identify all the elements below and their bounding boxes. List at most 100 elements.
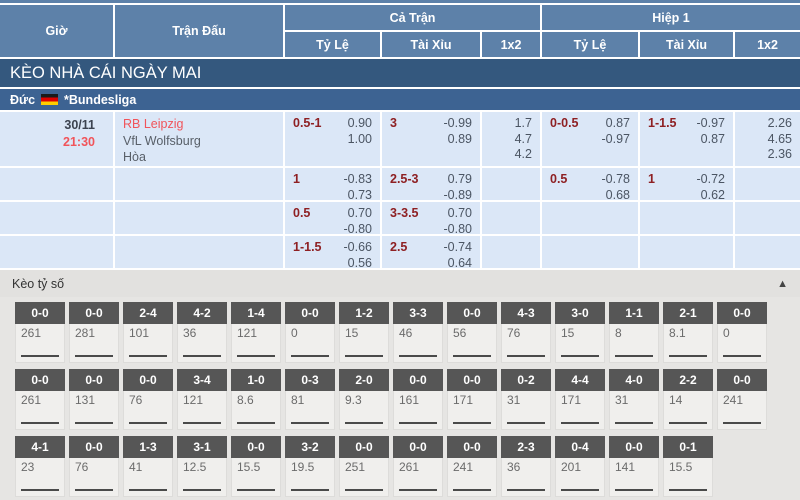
score-odds-value[interactable]: 201 <box>561 460 582 474</box>
score-odds-value[interactable]: 131 <box>75 393 96 407</box>
score-option[interactable]: 0-0 <box>609 436 659 458</box>
score-option[interactable]: 2-3 <box>501 436 551 458</box>
odds-value[interactable]: 4.7 <box>514 131 532 146</box>
stake-input[interactable] <box>237 345 275 357</box>
score-odds-value[interactable]: 36 <box>507 460 521 474</box>
score-odds-value[interactable]: 261 <box>399 460 420 474</box>
odds-value[interactable]: 4.2 <box>514 147 532 161</box>
score-odds-value[interactable]: 31 <box>615 393 629 407</box>
score-option[interactable]: 1-0 <box>231 369 281 391</box>
stake-input[interactable] <box>345 412 383 424</box>
score-option[interactable]: 3-2 <box>285 436 335 458</box>
score-option[interactable]: 1-3 <box>123 436 173 458</box>
score-option[interactable]: 0-0 <box>69 302 119 324</box>
stake-input[interactable] <box>21 479 59 491</box>
odds-value[interactable]: 2.36 <box>767 147 792 161</box>
score-option[interactable]: 0-0 <box>231 436 281 458</box>
score-odds-value[interactable]: 241 <box>723 393 744 407</box>
odds-value[interactable]: 4.65 <box>767 131 792 146</box>
score-odds-value[interactable]: 8.6 <box>237 393 254 407</box>
score-option[interactable]: 4-4 <box>555 369 605 391</box>
score-option[interactable]: 0-0 <box>393 369 443 391</box>
score-odds-value[interactable]: 23 <box>21 460 35 474</box>
score-option[interactable]: 1-2 <box>339 302 389 324</box>
score-option[interactable]: 0-2 <box>501 369 551 391</box>
odds-value[interactable]: 0.64 <box>447 255 472 270</box>
score-odds-value[interactable]: 261 <box>21 326 42 340</box>
stake-input[interactable] <box>723 345 761 357</box>
odds-value[interactable]: 1.00 <box>347 131 372 146</box>
score-option[interactable]: 0-0 <box>123 369 173 391</box>
score-option[interactable]: 0-3 <box>285 369 335 391</box>
score-option[interactable]: 0-0 <box>717 302 767 324</box>
stake-input[interactable] <box>291 412 329 424</box>
odds-value[interactable]: 0.90 <box>347 116 372 130</box>
odds-value[interactable]: 0.68 <box>605 187 630 202</box>
score-option[interactable]: 0-1 <box>663 436 713 458</box>
score-odds-value[interactable]: 241 <box>453 460 474 474</box>
score-odds-value[interactable]: 101 <box>129 326 150 340</box>
score-odds-value[interactable]: 14 <box>669 393 683 407</box>
score-option[interactable]: 1-4 <box>231 302 281 324</box>
odds-value[interactable]: 2.26 <box>767 116 792 130</box>
odds-value[interactable]: 0.56 <box>347 255 372 270</box>
score-odds-value[interactable]: 261 <box>21 393 42 407</box>
score-option[interactable]: 4-3 <box>501 302 551 324</box>
stake-input[interactable] <box>453 345 491 357</box>
score-option[interactable]: 4-1 <box>15 436 65 458</box>
stake-input[interactable] <box>507 412 545 424</box>
stake-input[interactable] <box>183 345 221 357</box>
stake-input[interactable] <box>345 479 383 491</box>
stake-input[interactable] <box>453 479 491 491</box>
score-odds-value[interactable]: 15.5 <box>669 460 693 474</box>
score-odds-value[interactable]: 41 <box>129 460 143 474</box>
odds-value[interactable]: 0.87 <box>605 116 630 130</box>
score-odds-value[interactable]: 251 <box>345 460 366 474</box>
score-option[interactable]: 4-0 <box>609 369 659 391</box>
score-option[interactable]: 0-4 <box>555 436 605 458</box>
score-odds-value[interactable]: 8.1 <box>669 326 686 340</box>
score-odds-value[interactable]: 121 <box>237 326 258 340</box>
score-odds-value[interactable]: 0 <box>291 326 298 340</box>
score-option[interactable]: 0-0 <box>393 436 443 458</box>
odds-value[interactable]: -0.74 <box>443 240 473 254</box>
score-odds-value[interactable]: 76 <box>75 460 89 474</box>
stake-input[interactable] <box>669 345 707 357</box>
odds-value[interactable]: 0.70 <box>347 206 372 220</box>
score-odds-value[interactable]: 31 <box>507 393 521 407</box>
score-option[interactable]: 2-1 <box>663 302 713 324</box>
score-option[interactable]: 4-2 <box>177 302 227 324</box>
stake-input[interactable] <box>75 479 113 491</box>
stake-input[interactable] <box>291 479 329 491</box>
score-odds-value[interactable]: 161 <box>399 393 420 407</box>
score-odds-value[interactable]: 15 <box>345 326 359 340</box>
odds-value[interactable]: -0.78 <box>601 172 631 186</box>
odds-value[interactable]: 0.79 <box>447 172 472 186</box>
stake-input[interactable] <box>237 412 275 424</box>
league-row[interactable]: Đức *Bundesliga <box>0 89 800 110</box>
odds-value[interactable]: 0.62 <box>700 187 725 202</box>
odds-value[interactable]: -0.83 <box>343 172 373 186</box>
odds-value[interactable]: -0.99 <box>443 116 473 130</box>
score-option[interactable]: 0-0 <box>15 369 65 391</box>
stake-input[interactable] <box>669 479 707 491</box>
stake-input[interactable] <box>129 412 167 424</box>
stake-input[interactable] <box>453 412 491 424</box>
stake-input[interactable] <box>237 479 275 491</box>
score-odds-value[interactable]: 56 <box>453 326 467 340</box>
score-option[interactable]: 0-0 <box>447 302 497 324</box>
score-option[interactable]: 0-0 <box>69 436 119 458</box>
score-odds-value[interactable]: 76 <box>129 393 143 407</box>
score-option[interactable]: 0-0 <box>717 369 767 391</box>
odds-value[interactable]: -0.80 <box>443 221 473 236</box>
stake-input[interactable] <box>615 479 653 491</box>
collapse-arrow-icon[interactable]: ▲ <box>777 277 788 290</box>
score-option[interactable]: 1-1 <box>609 302 659 324</box>
score-odds-value[interactable]: 46 <box>399 326 413 340</box>
score-option[interactable]: 2-4 <box>123 302 173 324</box>
score-odds-value[interactable]: 171 <box>561 393 582 407</box>
score-option[interactable]: 3-0 <box>555 302 605 324</box>
score-option[interactable]: 0-0 <box>339 436 389 458</box>
stake-input[interactable] <box>615 412 653 424</box>
score-odds-value[interactable]: 36 <box>183 326 197 340</box>
